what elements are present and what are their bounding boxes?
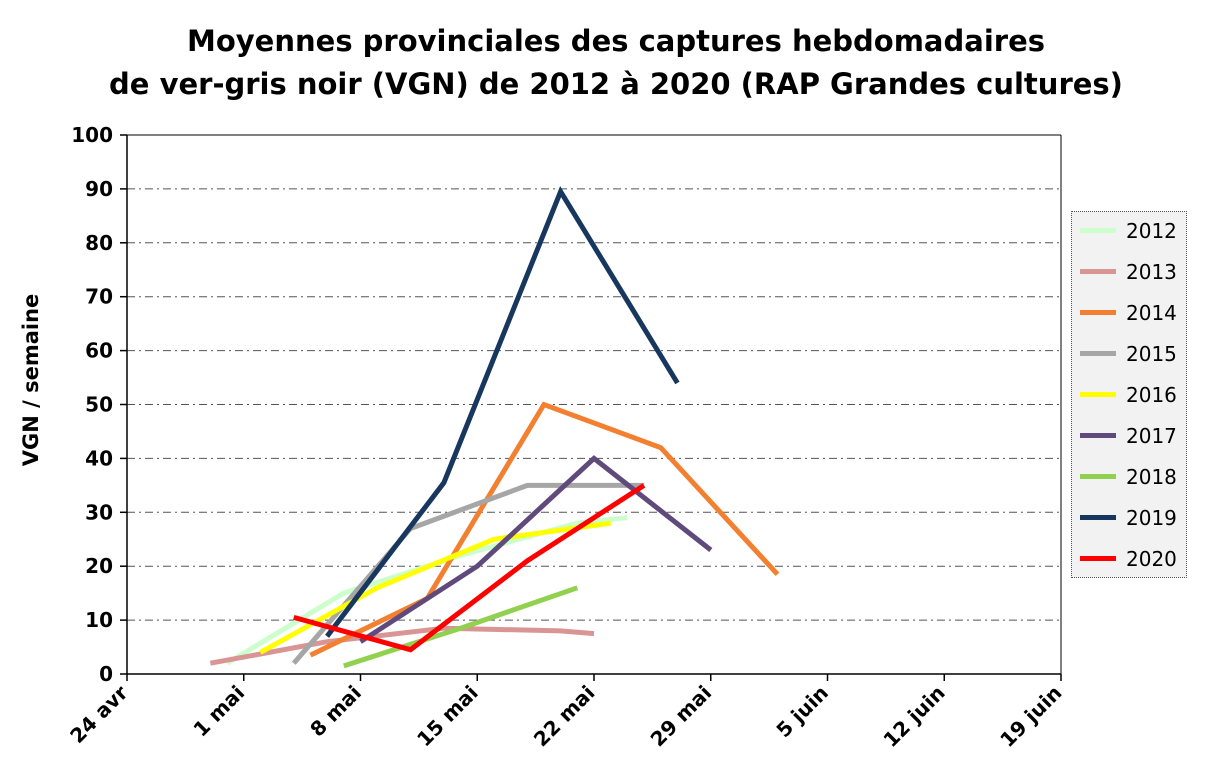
x-tick-label: 29 mai: [646, 681, 717, 752]
x-tick-label: 15 mai: [412, 681, 483, 752]
y-tick-label: 20: [85, 554, 113, 578]
legend-label: 2019: [1126, 506, 1177, 530]
y-tick-label: 80: [85, 231, 113, 255]
y-tick-label: 40: [85, 446, 113, 470]
legend-item-2015: 2015: [1080, 341, 1184, 366]
y-tick-label: 10: [85, 608, 113, 632]
legend-label: 2016: [1126, 383, 1177, 407]
legend-swatch: [1080, 228, 1116, 233]
legend-item-2012: 2012: [1080, 218, 1184, 243]
y-tick-label: 0: [99, 662, 113, 686]
series-lines: [209, 186, 780, 669]
axes: [120, 134, 1062, 681]
legend-swatch: [1080, 269, 1116, 274]
legend-item-2013: 2013: [1080, 259, 1184, 284]
legend-label: 2013: [1126, 260, 1177, 284]
series-line-2016: [259, 520, 612, 655]
legend-swatch: [1080, 351, 1116, 356]
x-tick-label: 22 mai: [529, 681, 600, 752]
legend-swatch: [1080, 433, 1116, 438]
series-line-2020: [293, 483, 646, 653]
legend-swatch: [1080, 474, 1116, 479]
grid-lines: [127, 188, 1061, 621]
x-tick-label: 24 avr: [65, 680, 132, 747]
y-tick-label: 90: [85, 177, 113, 201]
y-tick-label: 30: [85, 500, 113, 524]
legend-item-2017: 2017: [1080, 423, 1184, 448]
x-tick-label: 1 mai: [188, 681, 249, 742]
legend-label: 2017: [1126, 424, 1177, 448]
legend-label: 2012: [1126, 219, 1177, 243]
legend-item-2014: 2014: [1080, 300, 1184, 325]
y-tick-label: 70: [85, 285, 113, 309]
y-tick-labels: 0 10 20 30 40 50 60 70 80 90 100: [71, 123, 113, 686]
chart-title: Moyennes provinciales des captures hebdo…: [0, 20, 1232, 106]
chart-title-line-2: de ver-gris noir (VGN) de 2012 à 2020 (R…: [109, 67, 1123, 101]
y-tick-label: 50: [85, 393, 113, 417]
legend-swatch: [1080, 515, 1116, 520]
legend-item-2016: 2016: [1080, 382, 1184, 407]
y-axis-title: VGN / semaine: [19, 294, 43, 467]
legend: 2012 2013 2014 2015 2016 2017 2018 2019 2020: [1071, 211, 1187, 578]
y-tick-label: 60: [85, 339, 113, 363]
x-tick-label: 5 juin: [771, 681, 833, 743]
x-tick-label: 12 juin: [878, 681, 949, 752]
legend-label: 2018: [1126, 465, 1177, 489]
series-line-2018: [343, 585, 579, 669]
series-line-2013: [209, 625, 595, 666]
legend-swatch: [1080, 310, 1116, 315]
series-line-2019: [325, 186, 680, 638]
chart-title-line-1: Moyennes provinciales des captures hebdo…: [187, 24, 1045, 58]
legend-item-2019: 2019: [1080, 505, 1184, 530]
legend-label: 2014: [1126, 301, 1177, 325]
legend-swatch: [1080, 556, 1116, 561]
series-line-2014: [309, 401, 780, 658]
series-line-2017: [359, 455, 713, 644]
x-tick-label: 8 mai: [305, 681, 366, 742]
legend-item-2018: 2018: [1080, 464, 1184, 489]
y-tick-label: 100: [71, 123, 113, 147]
x-tick-label: 19 juin: [995, 681, 1066, 752]
series-line-2015: [291, 482, 644, 665]
legend-label: 2015: [1126, 342, 1177, 366]
x-tick-labels: 24 avr 1 mai 8 mai 15 mai 22 mai 29 mai 5 juin…: [65, 680, 1066, 751]
legend-swatch: [1080, 392, 1116, 397]
legend-label: 2020: [1126, 547, 1177, 571]
legend-item-2020: 2020: [1080, 546, 1184, 571]
